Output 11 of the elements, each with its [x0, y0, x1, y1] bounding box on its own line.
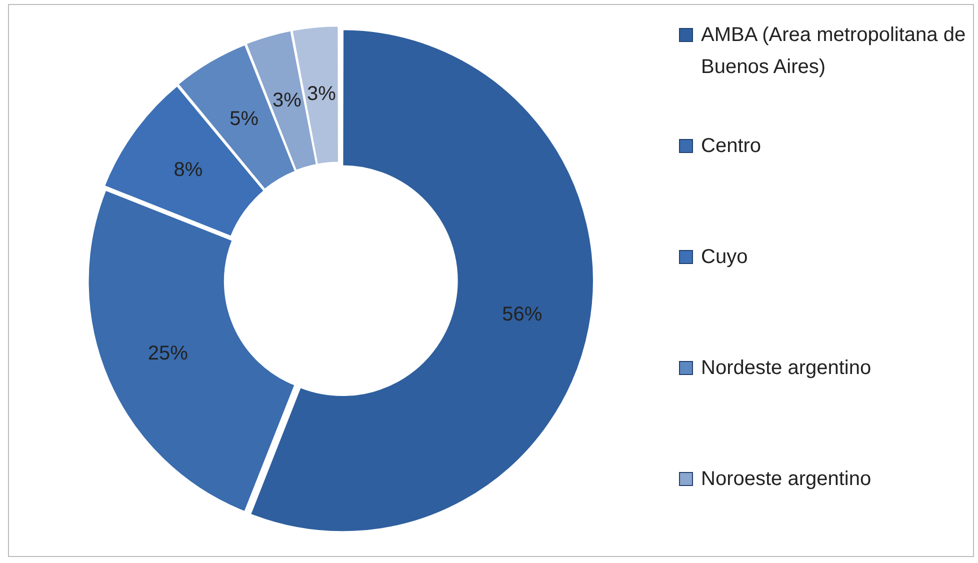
legend-label: Nordeste argentino: [701, 356, 872, 381]
data-label: 3%: [272, 89, 302, 112]
legend-label: Centro: [701, 134, 762, 159]
legend-label: AMBA (Area metropolitana de Buenos Aires): [701, 23, 967, 80]
data-label: 5%: [230, 108, 259, 130]
data-label: 3%: [307, 82, 336, 105]
data-label: 25%: [148, 342, 188, 365]
legend-label: Cuyo: [701, 245, 748, 270]
legend-label: Noroeste argentino: [701, 467, 872, 492]
data-label: 56%: [502, 303, 542, 326]
data-label: 8%: [174, 158, 203, 181]
